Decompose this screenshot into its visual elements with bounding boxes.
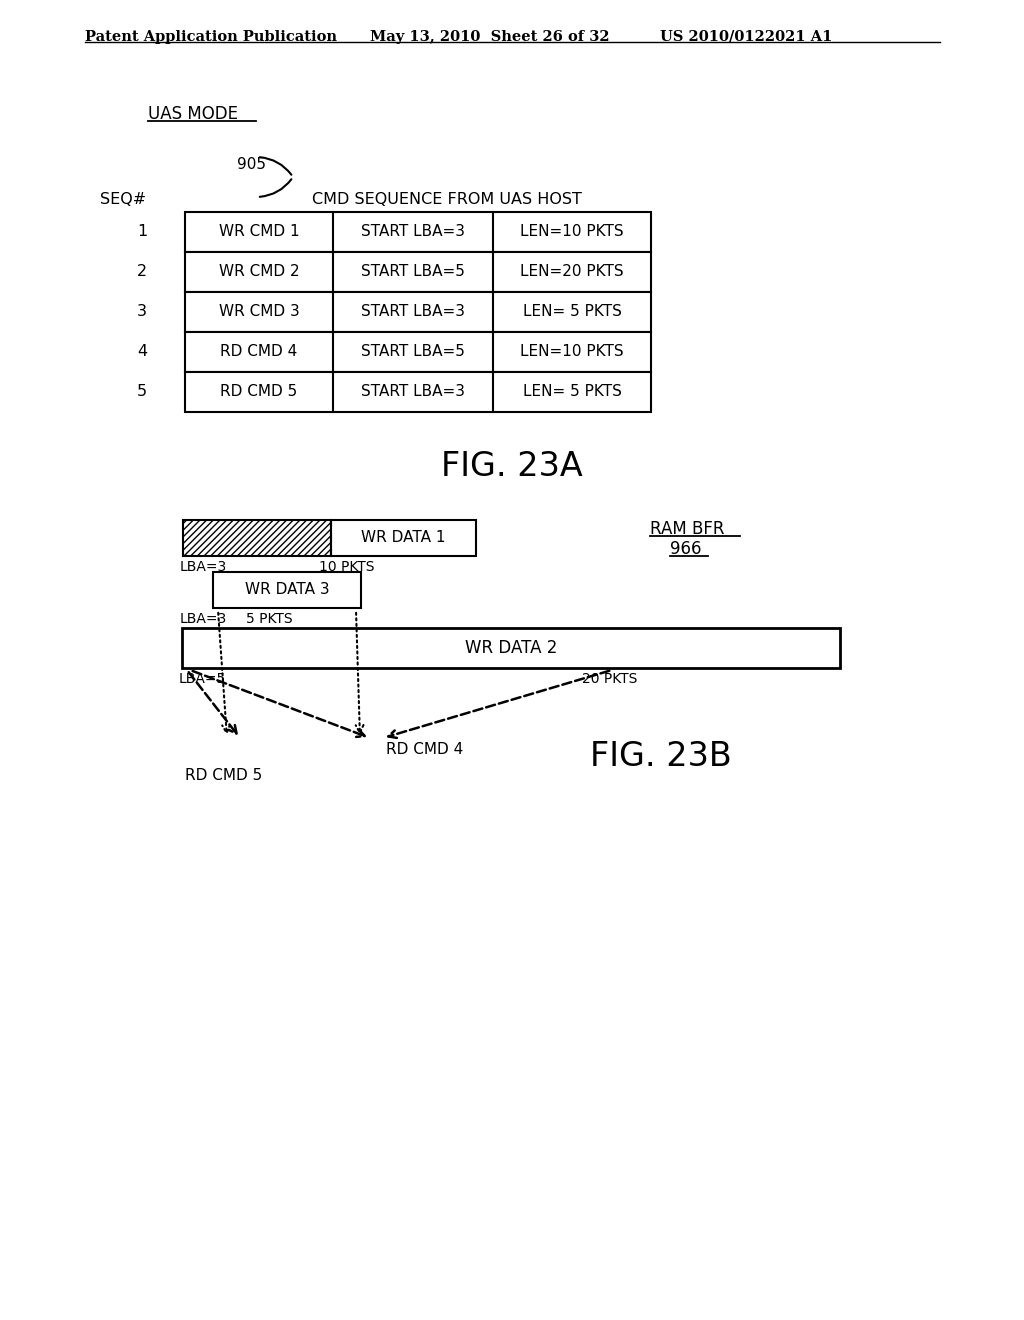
- Text: RD CMD 4: RD CMD 4: [220, 345, 298, 359]
- Text: May 13, 2010  Sheet 26 of 32: May 13, 2010 Sheet 26 of 32: [370, 30, 609, 44]
- Text: START LBA=3: START LBA=3: [361, 305, 465, 319]
- Text: 20 PKTS: 20 PKTS: [582, 672, 637, 686]
- Bar: [185, 333, 651, 372]
- Text: START LBA=3: START LBA=3: [361, 224, 465, 239]
- Text: LEN= 5 PKTS: LEN= 5 PKTS: [522, 384, 622, 400]
- Bar: [183, 520, 331, 556]
- Text: US 2010/0122021 A1: US 2010/0122021 A1: [660, 30, 833, 44]
- Text: LEN=20 PKTS: LEN=20 PKTS: [520, 264, 624, 280]
- Text: START LBA=3: START LBA=3: [361, 384, 465, 400]
- Text: UAS MODE: UAS MODE: [148, 106, 238, 123]
- Text: LEN=10 PKTS: LEN=10 PKTS: [520, 345, 624, 359]
- Text: Patent Application Publication: Patent Application Publication: [85, 30, 337, 44]
- Text: LEN= 5 PKTS: LEN= 5 PKTS: [522, 305, 622, 319]
- Bar: [185, 372, 651, 412]
- Text: WR DATA 3: WR DATA 3: [245, 582, 330, 598]
- Text: SEQ#: SEQ#: [100, 193, 146, 207]
- Text: FIG. 23B: FIG. 23B: [590, 741, 732, 774]
- Bar: [185, 292, 651, 333]
- Text: CMD SEQUENCE FROM UAS HOST: CMD SEQUENCE FROM UAS HOST: [312, 193, 582, 207]
- Text: RAM BFR: RAM BFR: [650, 520, 725, 539]
- Text: WR DATA 1: WR DATA 1: [361, 531, 445, 545]
- Text: 905: 905: [237, 157, 266, 172]
- Text: WR DATA 2: WR DATA 2: [465, 639, 557, 657]
- Text: 1: 1: [137, 224, 147, 239]
- Text: 3: 3: [137, 305, 147, 319]
- Text: WR CMD 3: WR CMD 3: [219, 305, 299, 319]
- Text: WR CMD 2: WR CMD 2: [219, 264, 299, 280]
- Text: RD CMD 4: RD CMD 4: [386, 742, 463, 756]
- Text: 10 PKTS: 10 PKTS: [319, 560, 375, 574]
- Text: 5: 5: [137, 384, 147, 400]
- Text: 4: 4: [137, 345, 147, 359]
- Bar: [185, 213, 651, 252]
- Text: 5 PKTS: 5 PKTS: [246, 612, 293, 626]
- Bar: [331, 520, 476, 556]
- Bar: [185, 252, 651, 292]
- Bar: [182, 628, 840, 668]
- Text: WR CMD 1: WR CMD 1: [219, 224, 299, 239]
- Text: 2: 2: [137, 264, 147, 280]
- Text: START LBA=5: START LBA=5: [361, 264, 465, 280]
- Text: LBA=5: LBA=5: [179, 672, 226, 686]
- Text: LEN=10 PKTS: LEN=10 PKTS: [520, 224, 624, 239]
- Bar: [213, 572, 361, 609]
- Text: RD CMD 5: RD CMD 5: [185, 768, 262, 783]
- Text: START LBA=5: START LBA=5: [361, 345, 465, 359]
- Text: LBA=3: LBA=3: [180, 560, 227, 574]
- Text: RD CMD 5: RD CMD 5: [220, 384, 298, 400]
- Text: 966: 966: [670, 540, 701, 558]
- Text: FIG. 23A: FIG. 23A: [441, 450, 583, 483]
- Text: LBA=3: LBA=3: [180, 612, 227, 626]
